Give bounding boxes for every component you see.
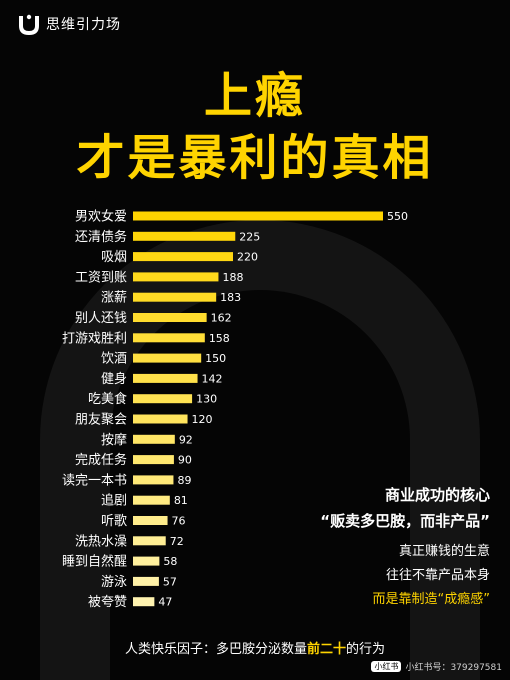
- bar: [133, 516, 168, 525]
- category-label: 还清债务: [75, 229, 127, 245]
- bar: [133, 475, 174, 485]
- bar: [133, 373, 198, 383]
- note-line-3: 而是靠制造“成瘾感”: [372, 592, 490, 607]
- value-label: 158: [209, 332, 230, 345]
- category-label: 完成任务: [75, 452, 127, 468]
- footer-highlight: 前二十: [306, 642, 346, 657]
- category-label: 读完一本书: [62, 473, 127, 488]
- watermark-badge: 小红书: [371, 661, 402, 672]
- value-label: 220: [237, 251, 258, 264]
- value-label: 225: [239, 230, 260, 243]
- category-label: 涨薪: [101, 291, 127, 306]
- category-label: 朋友聚会: [75, 412, 127, 428]
- dopamine-bar-chart: 男欢女爱 550 还清债务 225 吸烟 220 工资到账 188 涨薪 183 别人还钱 162 打游…: [62, 209, 408, 611]
- bar: [133, 272, 219, 282]
- value-label: 89: [177, 474, 191, 487]
- note-line-1: 真正赚钱的生意: [398, 544, 490, 559]
- category-label: 饮酒: [101, 352, 127, 367]
- bar: [133, 414, 188, 424]
- value-label: 92: [179, 433, 193, 446]
- value-label: 90: [178, 454, 192, 467]
- value-label: 150: [205, 352, 226, 365]
- value-label: 550: [387, 210, 408, 223]
- page-subtitle: 才是暴利的真相: [76, 130, 434, 186]
- bar: [133, 455, 174, 465]
- category-label: 游泳: [101, 575, 127, 590]
- bar: [133, 597, 155, 607]
- footer-caption: 人类快乐因子：多巴胺分泌数量前二十的行为: [0, 638, 510, 657]
- bar: [133, 231, 236, 241]
- footer-suffix: 的行为: [346, 642, 386, 657]
- bar: [133, 211, 383, 221]
- bar: [133, 353, 202, 363]
- value-label: 81: [174, 494, 188, 507]
- bar: [133, 313, 207, 322]
- note-quote: “贩卖多巴胺，而非产品”: [320, 512, 490, 530]
- category-label: 男欢女爱: [75, 209, 127, 225]
- value-label: 58: [163, 555, 177, 568]
- bar: [133, 394, 193, 404]
- bar: [133, 292, 217, 302]
- value-label: 120: [192, 413, 213, 426]
- bar: [133, 333, 205, 343]
- bar: [133, 434, 175, 444]
- value-label: 188: [222, 271, 243, 284]
- category-label: 吸烟: [101, 250, 127, 265]
- bar: [133, 536, 166, 546]
- note-heading: 商业成功的核心: [384, 486, 490, 504]
- value-label: 130: [196, 393, 217, 406]
- bar: [133, 495, 170, 505]
- value-label: 47: [158, 596, 172, 609]
- category-label: 工资到账: [75, 270, 127, 285]
- value-label: 57: [163, 575, 177, 588]
- category-label: 吃美食: [88, 391, 127, 407]
- category-label: 健身: [101, 371, 127, 387]
- page-title: 上瘾: [203, 68, 306, 124]
- category-label: 洗热水澡: [75, 534, 127, 549]
- value-label: 142: [202, 372, 223, 385]
- bar: [133, 252, 233, 262]
- watermark: 小红书 小红书号：379297581: [371, 660, 502, 673]
- category-label: 睡到自然醒: [62, 554, 127, 570]
- category-label: 别人还钱: [75, 311, 127, 326]
- category-label: 被夸赞: [88, 595, 127, 610]
- bar: [133, 576, 159, 586]
- category-label: 听歌: [101, 514, 127, 529]
- value-label: 183: [220, 291, 241, 304]
- value-label: 162: [211, 312, 232, 325]
- watermark-text: 小红书号：379297581: [405, 663, 502, 673]
- category-label: 追剧: [101, 493, 127, 509]
- brand-name: 思维引力场: [46, 17, 121, 33]
- category-label: 按摩: [101, 432, 127, 448]
- footer-prefix: 人类快乐因子：多巴胺分泌数量: [124, 642, 307, 657]
- value-label: 76: [172, 515, 186, 528]
- value-label: 72: [170, 535, 184, 548]
- category-label: 打游戏胜利: [62, 331, 127, 346]
- bar: [133, 556, 160, 566]
- brand: 思维引力场: [18, 13, 121, 35]
- note-line-2: 往往不靠产品本身: [385, 568, 490, 583]
- brand-logo-icon: [19, 14, 39, 35]
